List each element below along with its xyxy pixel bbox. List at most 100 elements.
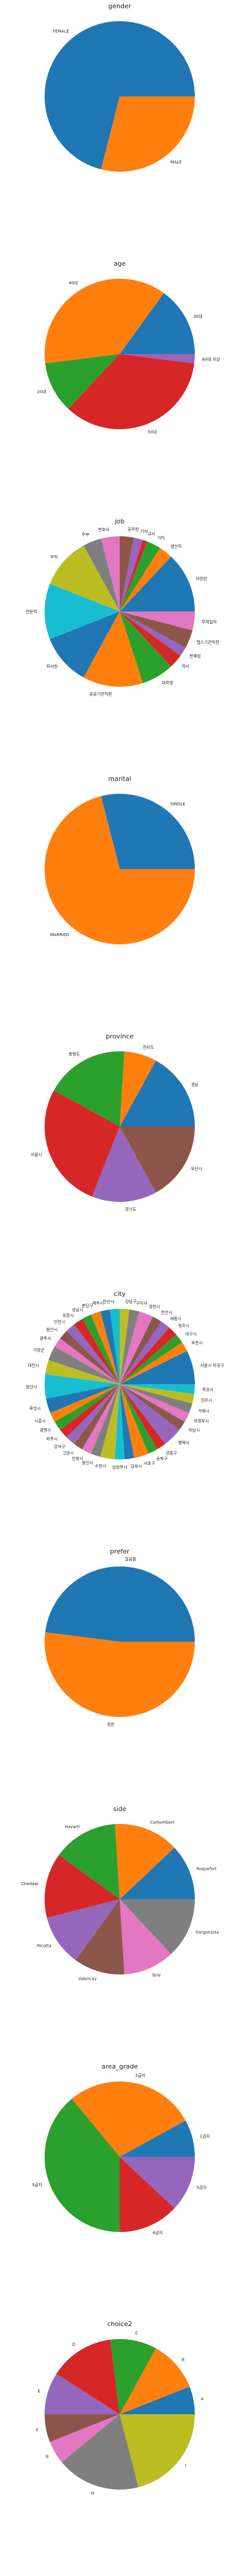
pie-slice [45,1566,195,1642]
pie-slice [101,96,195,172]
slice-label: 남양주시 [112,1464,127,1469]
pie-chart-4: marital SINGLE MARRIED [44,775,195,944]
pie-slice [120,541,160,612]
slice-label: MALE [170,160,181,165]
pie-slice [120,2157,195,2209]
pie-slice [45,2374,120,2414]
pie-slice [120,537,143,612]
pie-slice [60,1331,120,1384]
slice-label: 의정부시 [194,1418,209,1424]
chart-title: province [106,1033,134,1040]
pie-slice [100,1309,120,1384]
slice-label: 대전시 [28,1363,39,1368]
pie-slice [66,1324,120,1384]
pie-slice [83,539,120,612]
slice-label: SINGLE [170,801,185,806]
pie-slice [45,354,120,409]
slice-label: 기타 [157,535,165,540]
slice-label: 광주시 [40,1336,51,1341]
chart-title: marital [108,775,131,783]
pie-slice [83,612,143,687]
pie-slice [120,1342,187,1384]
slice-label: 기장군 [33,1347,45,1352]
pie-slice [120,1384,148,1458]
slice-label: Ricotta [37,1944,52,1949]
pie-slice [91,1384,120,1457]
pie-slice [120,1384,134,1459]
slice-label: 경남 [191,1082,198,1087]
pie-slice [56,2340,120,2414]
pie-slice [44,21,195,169]
slice-label: 목포시 [202,1388,214,1392]
pie-slice [49,545,120,612]
slice-label: 서초구 [144,1461,156,1466]
pie-slice [44,1855,120,1918]
slice-label: 4급지 [153,2230,163,2236]
slice-label: 교사 [148,531,156,536]
slice-label: F [36,2428,39,2433]
slice-label: 강서구 [54,1444,66,1449]
pie-slice [120,2386,195,2414]
pie-slice [120,1384,185,1430]
pie-slice [120,1847,195,1899]
slice-label: 20대 [37,389,46,394]
slice-label: 헬스기관직원 [197,639,219,644]
pie-slice [120,354,195,364]
slice-label: 세종시 [170,1316,181,1321]
slice-label: 서울시 마포구 [200,1363,224,1368]
pie-slice [120,1309,140,1384]
slice-label: 강남구 [125,1299,137,1304]
pie-slice [120,547,171,612]
slice-label: 30대 [193,315,202,319]
slice-label: 하남시 [188,1428,200,1433]
slice-label: Cheddar [21,1882,39,1886]
slice-label: 대구시 [185,1332,197,1337]
slice-label: 평택시 [178,1440,190,1445]
slice-label: 창원시 [149,1304,160,1309]
slice-label: 무역업자 [202,619,217,624]
pie-slice [91,1311,120,1384]
pie-slice [120,1321,170,1384]
pie-slice [120,1384,165,1449]
slice-label: 천안시 [161,1310,172,1315]
chart-title: choice2 [107,2320,133,2328]
slice-label: 약사 [182,664,190,669]
pie-slice [59,1824,120,1899]
pie-slice [120,556,195,612]
pie-slice [120,1384,180,1444]
slice-label: 회사원 [46,664,58,669]
pie-slice [74,1384,120,1449]
pie-slice [75,1899,125,1975]
chart-title: side [113,1805,127,1813]
pie-slice [120,536,134,612]
pie-slice [62,2414,138,2490]
slice-label: 변호사 [98,527,110,532]
pie-chart-1: gender FEMALE MALE [44,2,195,172]
pie-slice [120,1334,182,1384]
pie-slice [120,1317,162,1384]
slice-label: 시흥시 [34,1418,45,1424]
pie-slice [82,1314,120,1384]
slice-label: Roquefort [197,1867,217,1872]
slice-label: 양산시 [26,1384,37,1389]
slice-label: 공무원 [127,526,138,532]
pie-slice [110,1309,120,1384]
slice-label: FEMALE [53,29,69,34]
slice-label: 분당구 [82,1303,93,1308]
pie-slice [120,1351,195,1384]
chart-title: city [114,1290,126,1298]
slice-label: 울산시 [46,1327,58,1332]
pie-slice [120,1384,157,1454]
slice-label: 부천시 [191,1340,202,1345]
slice-label: 대학생 [162,680,173,686]
pie-slice [120,2414,195,2487]
pie-slice [100,1384,120,1459]
pie-slice [68,354,194,429]
pie-chart-8: side Roquefort Camembert Havarti Cheddar Rico… [21,1805,219,1982]
slice-label: 50대 [148,430,157,435]
pie-slice [120,612,192,648]
pie-slice [101,536,120,612]
slice-label: MARRIED [50,933,69,937]
pie-slice [120,2348,190,2414]
pie-slice [92,1127,156,1202]
